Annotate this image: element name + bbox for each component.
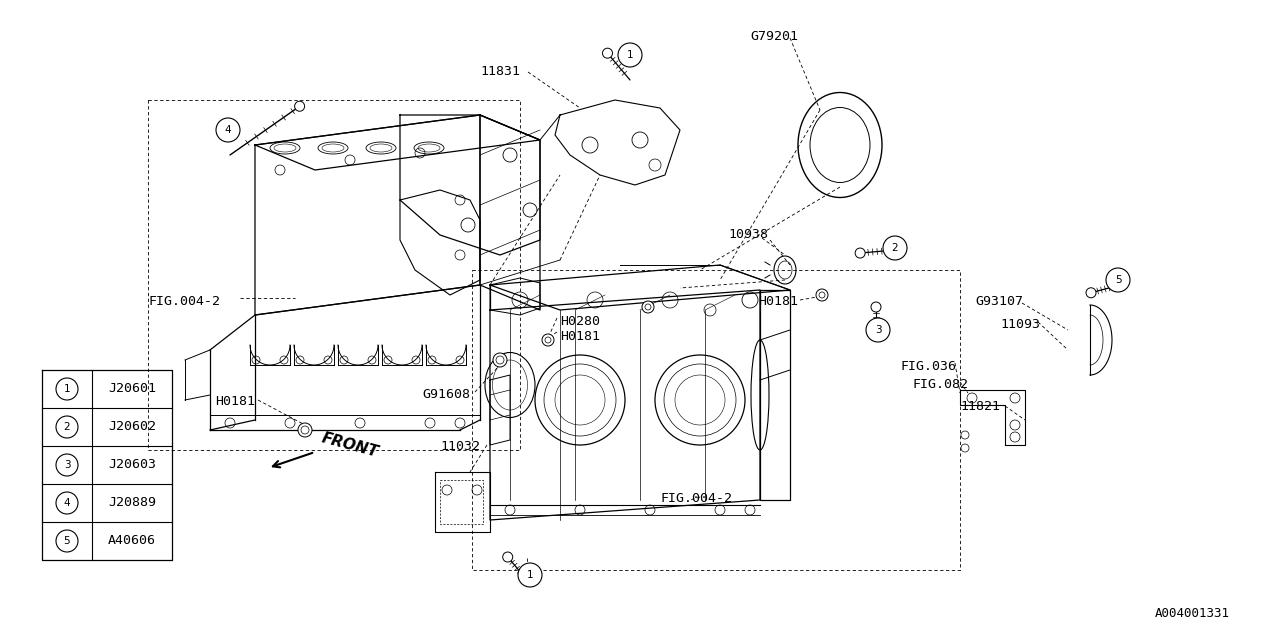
Circle shape bbox=[294, 101, 305, 111]
Text: H0181: H0181 bbox=[758, 295, 797, 308]
Text: G91608: G91608 bbox=[422, 388, 470, 401]
Text: H0181: H0181 bbox=[215, 395, 255, 408]
Text: 1: 1 bbox=[526, 570, 534, 580]
Circle shape bbox=[518, 563, 541, 587]
Text: 11821: 11821 bbox=[960, 400, 1000, 413]
Text: H0181: H0181 bbox=[561, 330, 600, 343]
Circle shape bbox=[503, 552, 513, 562]
Circle shape bbox=[603, 48, 613, 58]
Text: 5: 5 bbox=[1115, 275, 1121, 285]
Text: FIG.004-2: FIG.004-2 bbox=[148, 295, 220, 308]
Text: A004001331: A004001331 bbox=[1155, 607, 1230, 620]
Text: FIG.082: FIG.082 bbox=[911, 378, 968, 391]
Text: FRONT: FRONT bbox=[320, 430, 380, 460]
Text: J20889: J20889 bbox=[108, 497, 156, 509]
Text: 3: 3 bbox=[874, 325, 882, 335]
Circle shape bbox=[1085, 288, 1096, 298]
Text: H0280: H0280 bbox=[561, 315, 600, 328]
Text: 4: 4 bbox=[64, 498, 70, 508]
Text: 5: 5 bbox=[64, 536, 70, 546]
Circle shape bbox=[56, 454, 78, 476]
Text: FIG.004-2: FIG.004-2 bbox=[660, 492, 732, 505]
Text: 1: 1 bbox=[64, 384, 70, 394]
Text: 3: 3 bbox=[64, 460, 70, 470]
Text: J20601: J20601 bbox=[108, 383, 156, 396]
Text: 11032: 11032 bbox=[440, 440, 480, 453]
Text: 2: 2 bbox=[64, 422, 70, 432]
Text: 4: 4 bbox=[225, 125, 232, 135]
Text: J20603: J20603 bbox=[108, 458, 156, 472]
Circle shape bbox=[298, 423, 312, 437]
Circle shape bbox=[493, 353, 507, 367]
Circle shape bbox=[870, 302, 881, 312]
Text: 2: 2 bbox=[892, 243, 899, 253]
Text: 11831: 11831 bbox=[480, 65, 520, 78]
Text: 10938: 10938 bbox=[728, 228, 768, 241]
Circle shape bbox=[56, 378, 78, 400]
Circle shape bbox=[216, 118, 241, 142]
Text: FIG.036: FIG.036 bbox=[900, 360, 956, 373]
Text: G93107: G93107 bbox=[975, 295, 1023, 308]
Text: G79201: G79201 bbox=[750, 30, 797, 43]
Circle shape bbox=[56, 416, 78, 438]
Text: 1: 1 bbox=[627, 50, 634, 60]
Circle shape bbox=[56, 492, 78, 514]
Circle shape bbox=[541, 334, 554, 346]
Circle shape bbox=[867, 318, 890, 342]
Circle shape bbox=[56, 530, 78, 552]
Circle shape bbox=[883, 236, 908, 260]
Circle shape bbox=[855, 248, 865, 258]
Circle shape bbox=[618, 43, 643, 67]
Text: A40606: A40606 bbox=[108, 534, 156, 547]
Text: J20602: J20602 bbox=[108, 420, 156, 433]
Circle shape bbox=[1106, 268, 1130, 292]
Circle shape bbox=[817, 289, 828, 301]
Text: 11093: 11093 bbox=[1000, 318, 1039, 331]
Circle shape bbox=[643, 301, 654, 313]
